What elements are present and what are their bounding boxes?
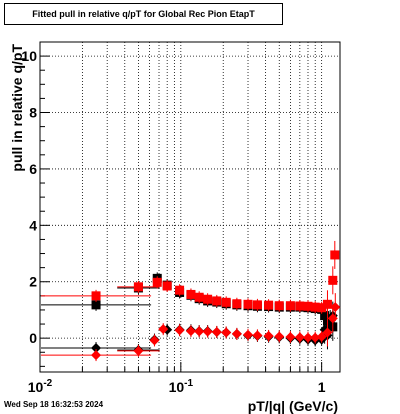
x-tick-label-exponent: -2 xyxy=(43,378,52,389)
data-point xyxy=(91,300,101,310)
data-point xyxy=(328,275,338,285)
data-point xyxy=(194,292,204,302)
y-tick-label: 2 xyxy=(29,274,37,290)
x-tick-label: 10-1 xyxy=(169,378,194,395)
y-tick-label: 0 xyxy=(29,330,37,346)
y-tick-labels: 0 2 4 6 8 10 xyxy=(21,48,37,346)
data-point xyxy=(285,301,295,311)
data-point xyxy=(133,282,143,292)
y-tick-label: 4 xyxy=(29,217,37,233)
x-tick-label-exponent: -1 xyxy=(184,378,193,389)
data-point xyxy=(263,330,274,341)
data-point xyxy=(212,296,222,306)
data-point xyxy=(320,311,330,321)
data-point xyxy=(252,330,263,341)
data-point xyxy=(285,332,296,343)
plot-frame xyxy=(39,41,341,373)
data-point xyxy=(186,289,196,299)
data-point xyxy=(149,335,160,346)
data-point xyxy=(243,329,254,340)
data-point xyxy=(152,277,162,287)
data-point xyxy=(316,331,327,342)
data-point xyxy=(91,343,102,354)
data-point xyxy=(162,281,172,291)
y-tick-label: 10 xyxy=(21,48,37,64)
data-point xyxy=(274,331,285,342)
data-point xyxy=(221,297,231,307)
data-point xyxy=(174,325,185,336)
data-point xyxy=(302,332,313,343)
data-point xyxy=(91,350,102,361)
data-point xyxy=(243,299,253,309)
title-box: Fitted pull in relative q/pT for Global … xyxy=(4,3,283,25)
data-point xyxy=(295,301,305,311)
x-tick-label-base: 10 xyxy=(28,379,44,395)
y-tick-label: 6 xyxy=(29,161,37,177)
data-point xyxy=(317,303,327,313)
data-point xyxy=(203,294,213,304)
x-tick-label: 1 xyxy=(318,379,326,395)
grid-lines xyxy=(39,42,340,372)
data-point xyxy=(202,326,213,337)
data-point xyxy=(294,332,305,343)
data-point xyxy=(185,326,196,337)
y-axis-label: pull in relative q/pT xyxy=(9,44,25,172)
data-series xyxy=(41,240,341,362)
data-point xyxy=(330,302,341,313)
data-point xyxy=(133,345,144,356)
data-point xyxy=(274,301,284,311)
data-point xyxy=(322,327,333,338)
x-tick-label-base: 1 xyxy=(318,379,326,395)
data-point xyxy=(264,300,274,310)
y-tick-label: 8 xyxy=(29,105,37,121)
data-point xyxy=(322,299,332,309)
data-point xyxy=(175,285,185,295)
data-point xyxy=(303,301,313,311)
data-point xyxy=(330,250,340,260)
x-axis-label: pT/|q| (GeV/c) xyxy=(248,398,338,414)
data-point xyxy=(252,300,262,310)
chart-title: Fitted pull in relative q/pT for Global … xyxy=(32,9,255,19)
data-point xyxy=(158,324,169,335)
x-tick-labels: 10-2 10-1 1 xyxy=(28,378,326,395)
data-point xyxy=(310,332,321,343)
data-point xyxy=(91,291,101,301)
data-point xyxy=(211,326,222,337)
x-tick-label: 10-2 xyxy=(28,378,53,395)
data-point xyxy=(221,327,232,338)
data-point xyxy=(231,328,242,339)
data-point xyxy=(232,299,242,309)
data-point xyxy=(194,326,205,337)
x-tick-label-base: 10 xyxy=(169,379,185,395)
data-point xyxy=(310,302,320,312)
timestamp-label: Wed Sep 18 16:32:53 2024 xyxy=(4,400,104,409)
